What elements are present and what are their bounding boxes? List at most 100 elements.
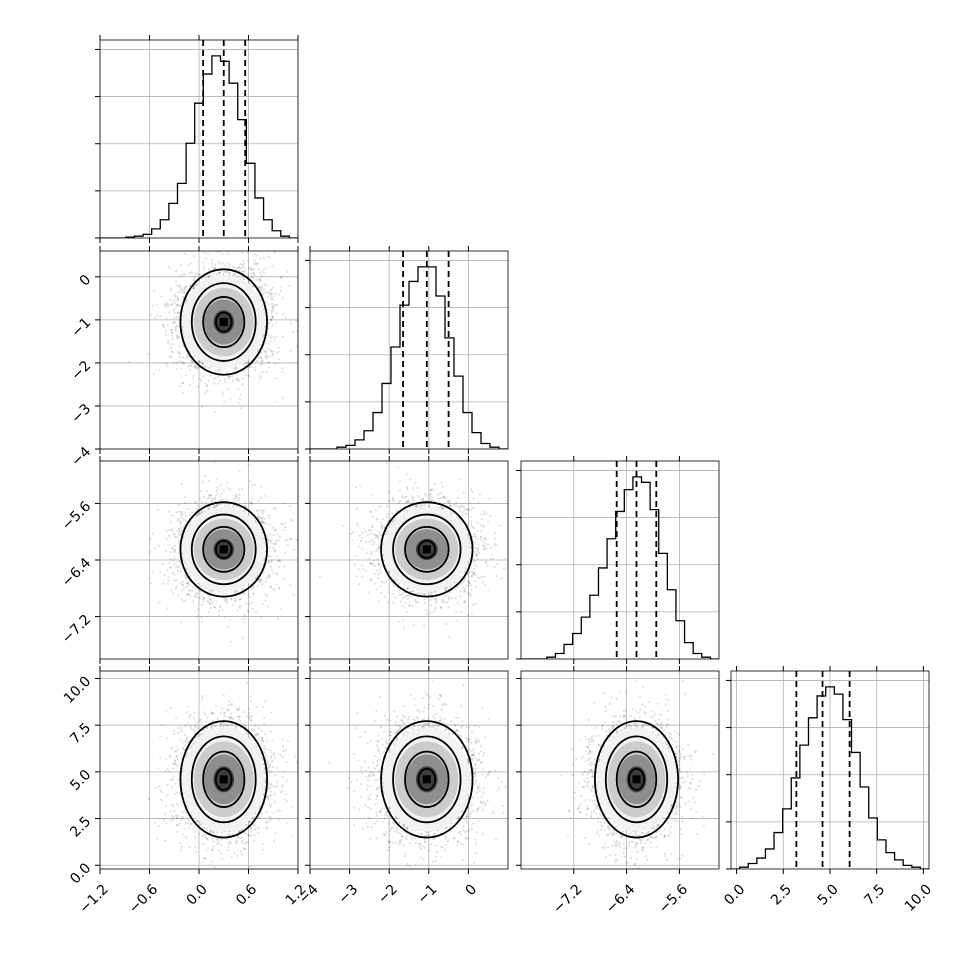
scatter-point [279, 276, 281, 278]
scatter-point [222, 253, 224, 255]
scatter-point [276, 352, 278, 354]
panel-content [310, 251, 508, 449]
scatter-point [246, 362, 248, 364]
scatter-point [248, 603, 250, 605]
scatter-point [232, 604, 234, 606]
scatter-point [292, 330, 294, 332]
scatter-point [171, 332, 173, 334]
scatter-point [185, 514, 187, 516]
scatter-point [172, 593, 174, 595]
scatter-point [249, 500, 251, 502]
scatter-point [229, 375, 231, 377]
scatter-point [209, 607, 211, 609]
scatter-point [251, 608, 253, 610]
scatter-point [160, 296, 162, 298]
scatter-point [167, 342, 169, 344]
scatter-point [244, 501, 246, 503]
scatter-point [201, 505, 203, 507]
scatter-point [163, 326, 165, 328]
scatter-point [252, 586, 254, 588]
scatter-point [226, 262, 228, 264]
scatter-point [165, 530, 167, 532]
scatter-point [236, 506, 238, 508]
scatter-point [216, 487, 218, 489]
scatter-point [269, 556, 271, 558]
scatter-point [213, 461, 215, 463]
scatter-point [255, 262, 257, 264]
scatter-point [170, 356, 172, 358]
scatter-point [171, 338, 173, 340]
scatter-point [260, 357, 262, 359]
panel-content [100, 40, 298, 238]
scatter-point [212, 601, 214, 603]
scatter-point [181, 589, 183, 591]
scatter-point [224, 265, 226, 267]
scatter-point [185, 520, 187, 522]
scatter-point [184, 600, 186, 602]
scatter-point [271, 265, 273, 267]
scatter-point [274, 362, 276, 364]
scatter-point [168, 544, 170, 546]
scatter-point [217, 492, 219, 494]
scatter-point [196, 592, 198, 594]
scatter-point [184, 502, 186, 504]
scatter-point [218, 614, 220, 616]
scatter-point [182, 581, 184, 583]
scatter-point [265, 371, 267, 373]
scatter-point [260, 497, 262, 499]
scatter-point [203, 266, 205, 268]
scatter-point [211, 262, 213, 264]
scatter-point [260, 579, 262, 581]
scatter-point [275, 312, 277, 314]
scatter-point [255, 611, 257, 613]
scatter-point [201, 501, 203, 503]
scatter-point [282, 336, 284, 338]
scatter-point [303, 503, 305, 505]
scatter-point [286, 270, 288, 272]
scatter-point [216, 478, 218, 480]
scatter-point [238, 402, 240, 404]
histogram-step-1 [310, 267, 508, 449]
scatter-point [191, 271, 193, 273]
scatter-point [179, 353, 181, 355]
scatter-point [226, 626, 228, 628]
scatter-point [231, 375, 233, 377]
scatter-point [272, 310, 274, 312]
scatter-point [267, 341, 269, 343]
scatter-point [193, 595, 195, 597]
scatter-point [213, 383, 215, 385]
scatter-point [274, 251, 276, 253]
scatter-point [166, 538, 168, 540]
scatter-point [166, 365, 168, 367]
scatter-point [228, 264, 230, 266]
scatter-point [167, 333, 169, 335]
scatter-point [205, 501, 207, 503]
scatter-point [281, 367, 283, 369]
scatter-point [199, 490, 201, 492]
scatter-point [221, 391, 223, 393]
scatter-point [164, 574, 166, 576]
scatter-point [201, 594, 203, 596]
scatter-point [264, 292, 266, 294]
scatter-point [262, 603, 264, 605]
scatter-point [172, 564, 174, 566]
scatter-point [284, 522, 286, 524]
scatter-point [184, 511, 186, 513]
scatter-point [272, 336, 274, 338]
scatter-point [208, 268, 210, 270]
scatter-point [180, 525, 182, 527]
scatter-point [199, 274, 201, 276]
scatter-point [203, 496, 205, 498]
scatter-point [218, 605, 220, 607]
scatter-point [271, 295, 273, 297]
panel-1-1 [305, 246, 508, 454]
scatter-point [268, 292, 270, 294]
scatter-point [205, 382, 207, 384]
scatter-point [219, 380, 221, 382]
scatter-point [275, 293, 277, 295]
scatter-point [197, 608, 199, 610]
scatter-point [275, 336, 277, 338]
scatter-point [272, 547, 274, 549]
scatter-point [166, 304, 168, 306]
scatter-point [211, 498, 213, 500]
